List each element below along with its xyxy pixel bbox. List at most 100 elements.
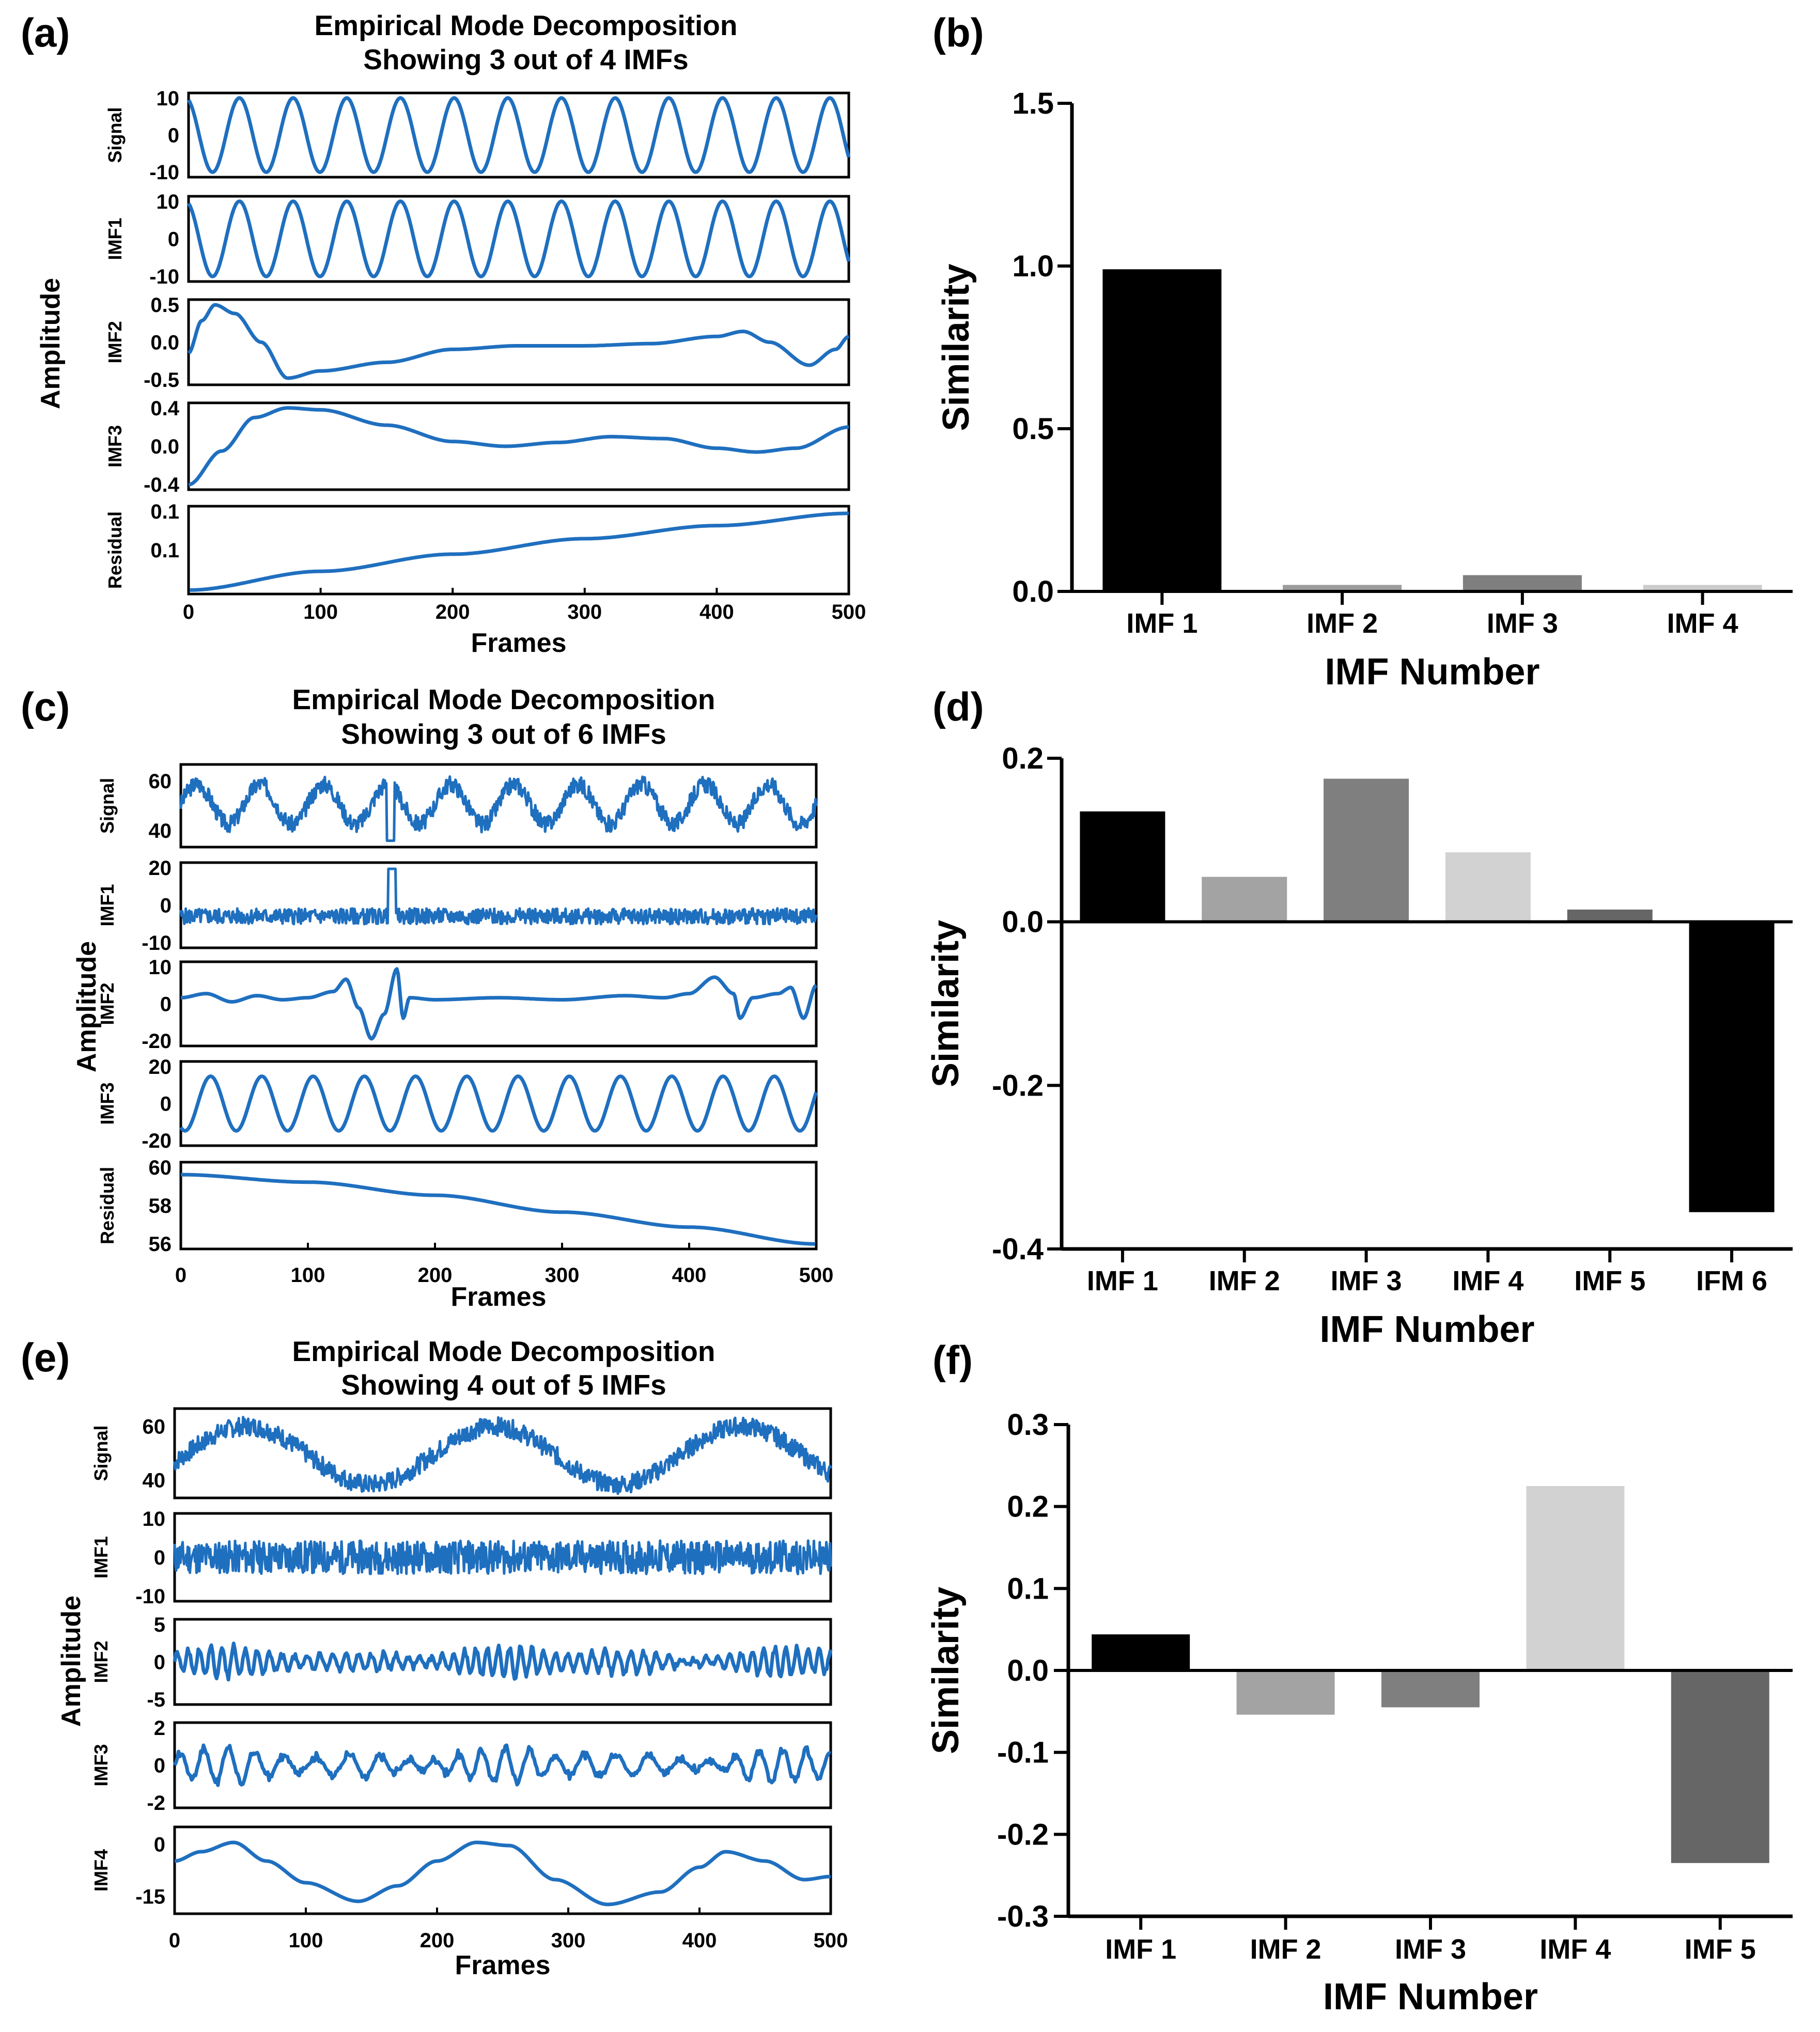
y-tick-label: 0.1 <box>150 539 179 562</box>
bar-imf-4 <box>1526 1486 1625 1670</box>
y-tick-label: 0.1 <box>1007 1572 1049 1605</box>
x-axis-label: Frames <box>455 1950 551 1980</box>
emd-subplot-imf4: 0 -15 IMF4 <box>90 1825 832 1915</box>
signal-line <box>188 406 849 487</box>
category-label: IMF 3 <box>1331 1265 1402 1296</box>
y-tick-label: 0 <box>160 1093 172 1116</box>
subplot-name: IMF1 <box>104 217 126 260</box>
bar-imf-3 <box>1463 575 1582 591</box>
emd-subplot-imf3: 0.4 0.0 -0.4 IMF3 <box>104 397 850 496</box>
x-tick-label: 300 <box>545 1264 580 1287</box>
panel-label: (b) <box>932 10 984 55</box>
emd-subplot-imf3: 2 0 -2 IMF3 <box>90 1717 832 1815</box>
y-tick-label: 0.5 <box>1012 412 1054 446</box>
panel-label: (d) <box>932 684 984 729</box>
y-tick-label: 0.5 <box>150 294 179 317</box>
emd-subplot-imf1: 20 0 -10 IMF1 <box>97 857 818 955</box>
signal-line <box>173 1743 832 1787</box>
subplot-name: Signal <box>90 1425 112 1481</box>
y-tick-label: -0.4 <box>144 474 180 496</box>
x-tick-label: 100 <box>303 601 338 623</box>
y-tick-label: -0.2 <box>992 1069 1044 1102</box>
bar-imf-2 <box>1236 1670 1335 1715</box>
y-tick-label: 0.0 <box>1012 575 1054 608</box>
y-tick-label: 0.2 <box>1007 1490 1049 1524</box>
y-tick-label: -10 <box>135 1585 165 1608</box>
signal-line <box>180 967 818 1041</box>
x-tick-label: 100 <box>289 1929 323 1952</box>
y-tick-label: 10 <box>157 87 180 110</box>
category-label: IMF 4 <box>1539 1934 1611 1965</box>
y-tick-label: -2 <box>147 1792 165 1815</box>
category-label: IMF 2 <box>1306 608 1378 639</box>
x-tick-label: 400 <box>672 1264 707 1287</box>
bar-ifm-6 <box>1689 921 1775 1212</box>
y-tick-label: -0.4 <box>992 1232 1044 1266</box>
emd-subplot-imf2: 0.5 0.0 -0.5 IMF2 <box>104 294 850 392</box>
y-tick-label: 0 <box>160 895 172 917</box>
subplot-name: IMF1 <box>97 884 118 926</box>
subplot-name: IMF2 <box>97 982 118 1025</box>
x-tick-label: 300 <box>551 1929 586 1952</box>
y-tick-label: 0.0 <box>150 435 179 458</box>
y-tick-label: -10 <box>149 161 179 184</box>
y-tick-label: 0.2 <box>1002 742 1044 775</box>
subplot-name: Signal <box>104 107 126 163</box>
x-axis-label: IMF Number <box>1319 1309 1534 1350</box>
emd-subplot-imf3: 20 0 -20 IMF3 <box>97 1056 818 1152</box>
emd-subplot-residual: 0.1 0.1 Residual <box>104 501 850 596</box>
y-tick-label: 10 <box>149 956 172 979</box>
category-label: IMF 1 <box>1087 1265 1158 1296</box>
emd-title-line: Empirical Mode Decomposition <box>314 9 737 41</box>
emd-title-line: Showing 4 out of 5 IMFs <box>341 1369 666 1401</box>
signal-line <box>188 511 849 592</box>
bar-imf-4 <box>1445 852 1531 922</box>
bar-imf-1 <box>1092 1634 1190 1670</box>
y-tick-label: -0.2 <box>997 1818 1049 1851</box>
bar-imf-3 <box>1381 1670 1480 1708</box>
x-tick-label: 100 <box>291 1264 325 1287</box>
x-tick-label: 500 <box>799 1264 834 1287</box>
x-axis-label: Frames <box>471 628 567 658</box>
subplot-name: IMF2 <box>104 321 126 363</box>
emd-subplot-signal: 60 40 Signal <box>90 1407 832 1499</box>
x-tick-label: 0 <box>175 1264 186 1287</box>
y-tick-label: 10 <box>143 1508 166 1530</box>
subplot-frame <box>187 195 850 283</box>
subplot-frame <box>187 505 850 596</box>
signal-line <box>173 1416 832 1495</box>
emd-title-line: Showing 3 out of 6 IMFs <box>341 718 666 750</box>
emd-subplot-signal: 60 40 Signal <box>97 763 818 849</box>
y-tick-label: 0 <box>168 228 179 251</box>
subplot-name: Residual <box>104 511 126 589</box>
y-tick-label: 60 <box>143 1416 166 1439</box>
y-tick-label: 40 <box>143 1469 166 1492</box>
bar-chart-d: (d) -0.4 -0.2 0.0 0.2 IMF 1 IMF 2 IMF 3 IMF 4 IMF… <box>925 684 1793 1350</box>
category-label: IMF 5 <box>1574 1265 1645 1296</box>
category-label: IMF 1 <box>1105 1934 1176 1965</box>
emd-title-line: Empirical Mode Decomposition <box>292 1335 715 1367</box>
emd-subplot-imf2: 5 0 -5 IMF2 <box>90 1614 833 1711</box>
y-tick-label: -10 <box>149 265 179 288</box>
y-tick-label: 60 <box>149 1156 172 1179</box>
y-tick-label: -5 <box>147 1689 165 1711</box>
subplot-frame <box>173 1825 832 1915</box>
signal-line <box>173 1539 832 1575</box>
bar-imf-4 <box>1643 585 1762 591</box>
signal-line <box>179 1074 818 1133</box>
y-tick-label: 56 <box>149 1233 172 1256</box>
x-tick-label: 400 <box>699 601 734 623</box>
emd-subplot-imf1: 10 0 -10 IMF1 <box>104 191 851 288</box>
signal-line <box>179 867 818 926</box>
x-tick-label: 0 <box>169 1929 180 1952</box>
y-tick-label: 0.1 <box>150 501 179 523</box>
x-tick-label: 300 <box>567 601 602 623</box>
y-axis-label: Amplitude <box>56 1596 86 1727</box>
panel-label: (a) <box>21 10 70 55</box>
y-tick-label: 0.0 <box>1007 1654 1049 1687</box>
